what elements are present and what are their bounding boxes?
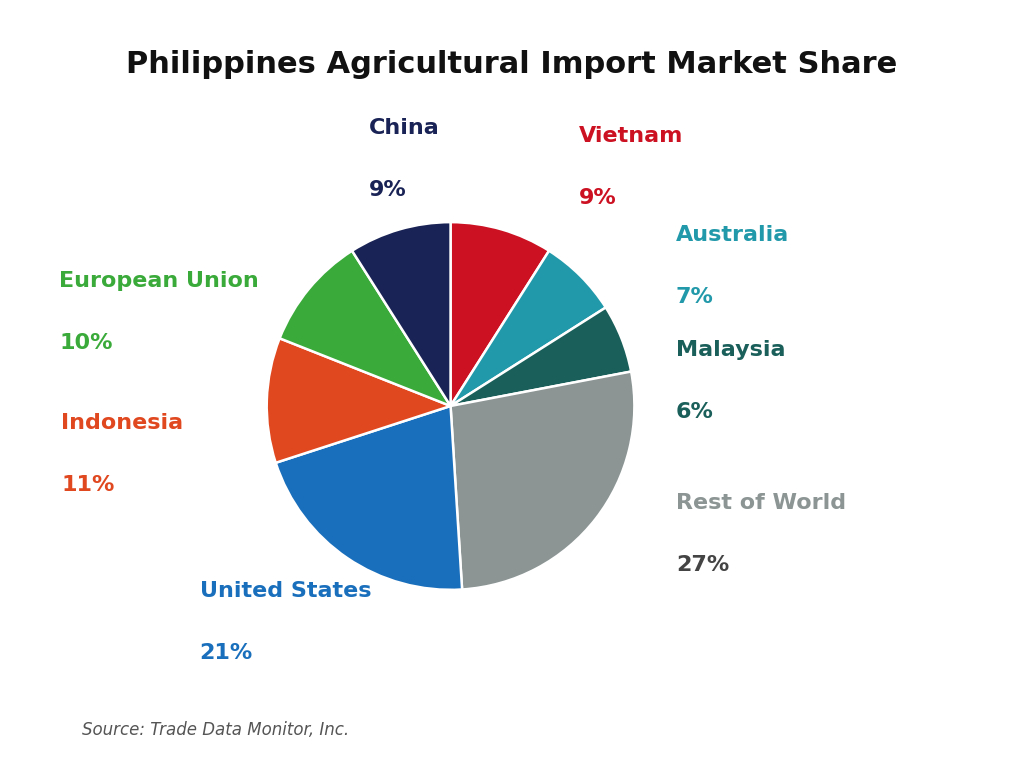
- Text: Vietnam: Vietnam: [579, 126, 683, 146]
- Text: European Union: European Union: [59, 271, 259, 291]
- Wedge shape: [280, 250, 451, 406]
- Text: 9%: 9%: [579, 188, 616, 208]
- Text: 21%: 21%: [200, 643, 253, 663]
- Text: 7%: 7%: [676, 287, 714, 307]
- Wedge shape: [451, 372, 635, 590]
- Text: China: China: [369, 118, 439, 138]
- Text: United States: United States: [200, 581, 371, 601]
- Text: Malaysia: Malaysia: [676, 340, 785, 360]
- Wedge shape: [451, 250, 606, 406]
- Text: Australia: Australia: [676, 225, 790, 245]
- Text: 27%: 27%: [676, 555, 729, 575]
- Text: 9%: 9%: [369, 180, 407, 200]
- Text: Rest of World: Rest of World: [676, 493, 846, 513]
- Wedge shape: [275, 406, 462, 590]
- Text: 10%: 10%: [59, 333, 113, 353]
- Text: 11%: 11%: [61, 475, 115, 495]
- Wedge shape: [451, 222, 549, 406]
- Wedge shape: [266, 339, 451, 463]
- Text: 6%: 6%: [676, 402, 714, 422]
- Wedge shape: [352, 222, 451, 406]
- Wedge shape: [451, 307, 631, 406]
- Text: Indonesia: Indonesia: [61, 413, 183, 433]
- Text: Philippines Agricultural Import Market Share: Philippines Agricultural Import Market S…: [126, 50, 898, 79]
- Text: Source: Trade Data Monitor, Inc.: Source: Trade Data Monitor, Inc.: [82, 722, 349, 739]
